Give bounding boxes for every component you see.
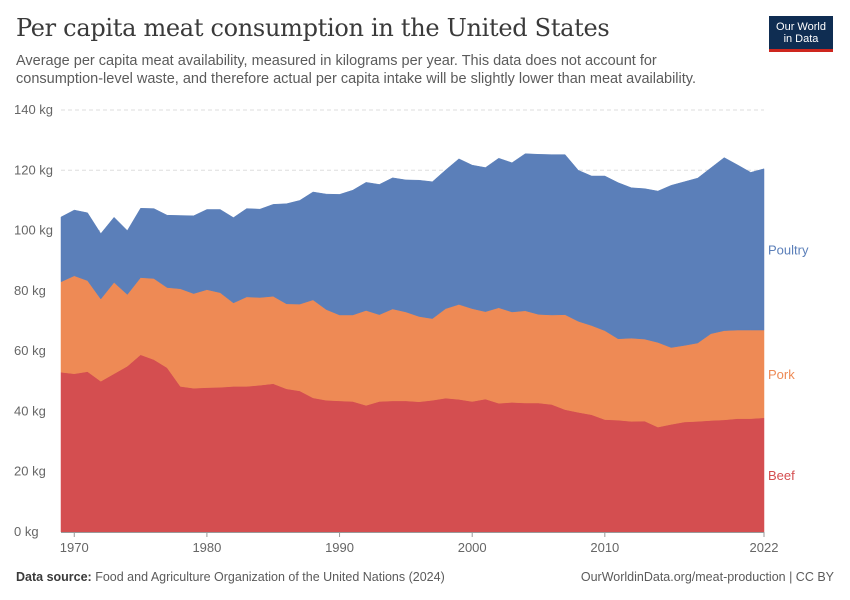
- y-tick-label: 60 kg: [14, 343, 46, 358]
- y-tick-label: 20 kg: [14, 464, 46, 479]
- y-tick-label: 140 kg: [14, 102, 53, 117]
- axes: 0 kg 20 kg 40 kg 60 kg 80 kg 100 kg 120 kg 140 …: [14, 102, 778, 555]
- x-tick-label: 1980: [192, 540, 221, 555]
- chart-subtitle: Average per capita meat availability, me…: [16, 53, 696, 87]
- x-tick-label: 1990: [325, 540, 354, 555]
- series-label-poultry: Poultry: [768, 242, 809, 257]
- page-title: Per capita meat consumption in the Unite…: [16, 14, 610, 42]
- area-poultry: [60, 153, 765, 348]
- x-tick-label: 2010: [590, 540, 619, 555]
- series-label-beef: Beef: [768, 468, 795, 483]
- footer-source: Data source: Food and Agriculture Organi…: [16, 570, 445, 584]
- x-tick-label: 2022: [750, 540, 779, 555]
- x-tick-label: 1970: [60, 540, 89, 555]
- y-tick-label: 120 kg: [14, 162, 53, 177]
- y-tick-label: 40 kg: [14, 403, 46, 418]
- x-tick-label: 2000: [458, 540, 487, 555]
- y-tick-label: 0 kg: [14, 524, 39, 539]
- footer-link[interactable]: OurWorldinData.org/meat-production | CC …: [580, 570, 834, 584]
- source-text: Food and Agriculture Organization of the…: [95, 570, 445, 584]
- owid-logo[interactable]: Our World in Data: [769, 16, 833, 52]
- series-label-pork: Pork: [768, 367, 795, 382]
- logo-line-1: Our World: [776, 20, 826, 33]
- logo-line-2: in Data: [783, 32, 819, 45]
- y-tick-label: 100 kg: [14, 223, 53, 238]
- stacked-areas: [60, 153, 765, 533]
- y-tick-label: 80 kg: [14, 283, 46, 298]
- source-label: Data source:: [16, 570, 92, 584]
- series-labels: Beef Pork Poultry: [768, 242, 809, 482]
